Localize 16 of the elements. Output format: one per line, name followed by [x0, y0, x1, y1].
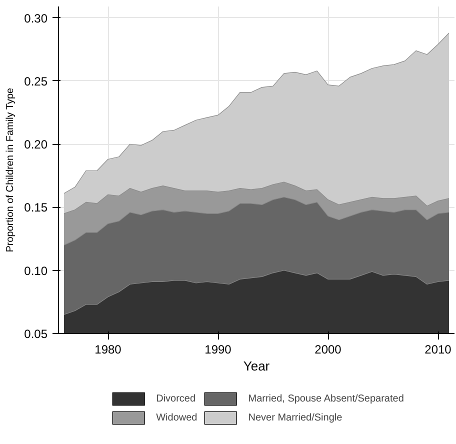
legend-label: Never Married/Single [248, 412, 342, 423]
x-axis-title: Year [243, 358, 270, 374]
x-tick-label: 2000 [314, 342, 342, 356]
y-tick-label: 0.10 [24, 264, 48, 278]
y-tick-label: 0.05 [24, 327, 48, 341]
y-tick-label: 0.30 [24, 11, 48, 26]
legend-label: Married, Spouse Absent/Separated [248, 393, 404, 404]
legend-label: Divorced [156, 393, 196, 404]
y-tick-label: 0.15 [24, 200, 48, 215]
x-tick-label: 2010 [424, 342, 452, 356]
y-axis-title: Proportion of Children in Family Type [5, 87, 16, 252]
x-tick-label: 1980 [94, 342, 122, 356]
x-tick-label: 1990 [204, 342, 232, 356]
y-tick-label: 0.20 [24, 138, 48, 152]
y-tick-label: 0.25 [24, 74, 48, 88]
legend-label: Widowed [156, 412, 198, 423]
